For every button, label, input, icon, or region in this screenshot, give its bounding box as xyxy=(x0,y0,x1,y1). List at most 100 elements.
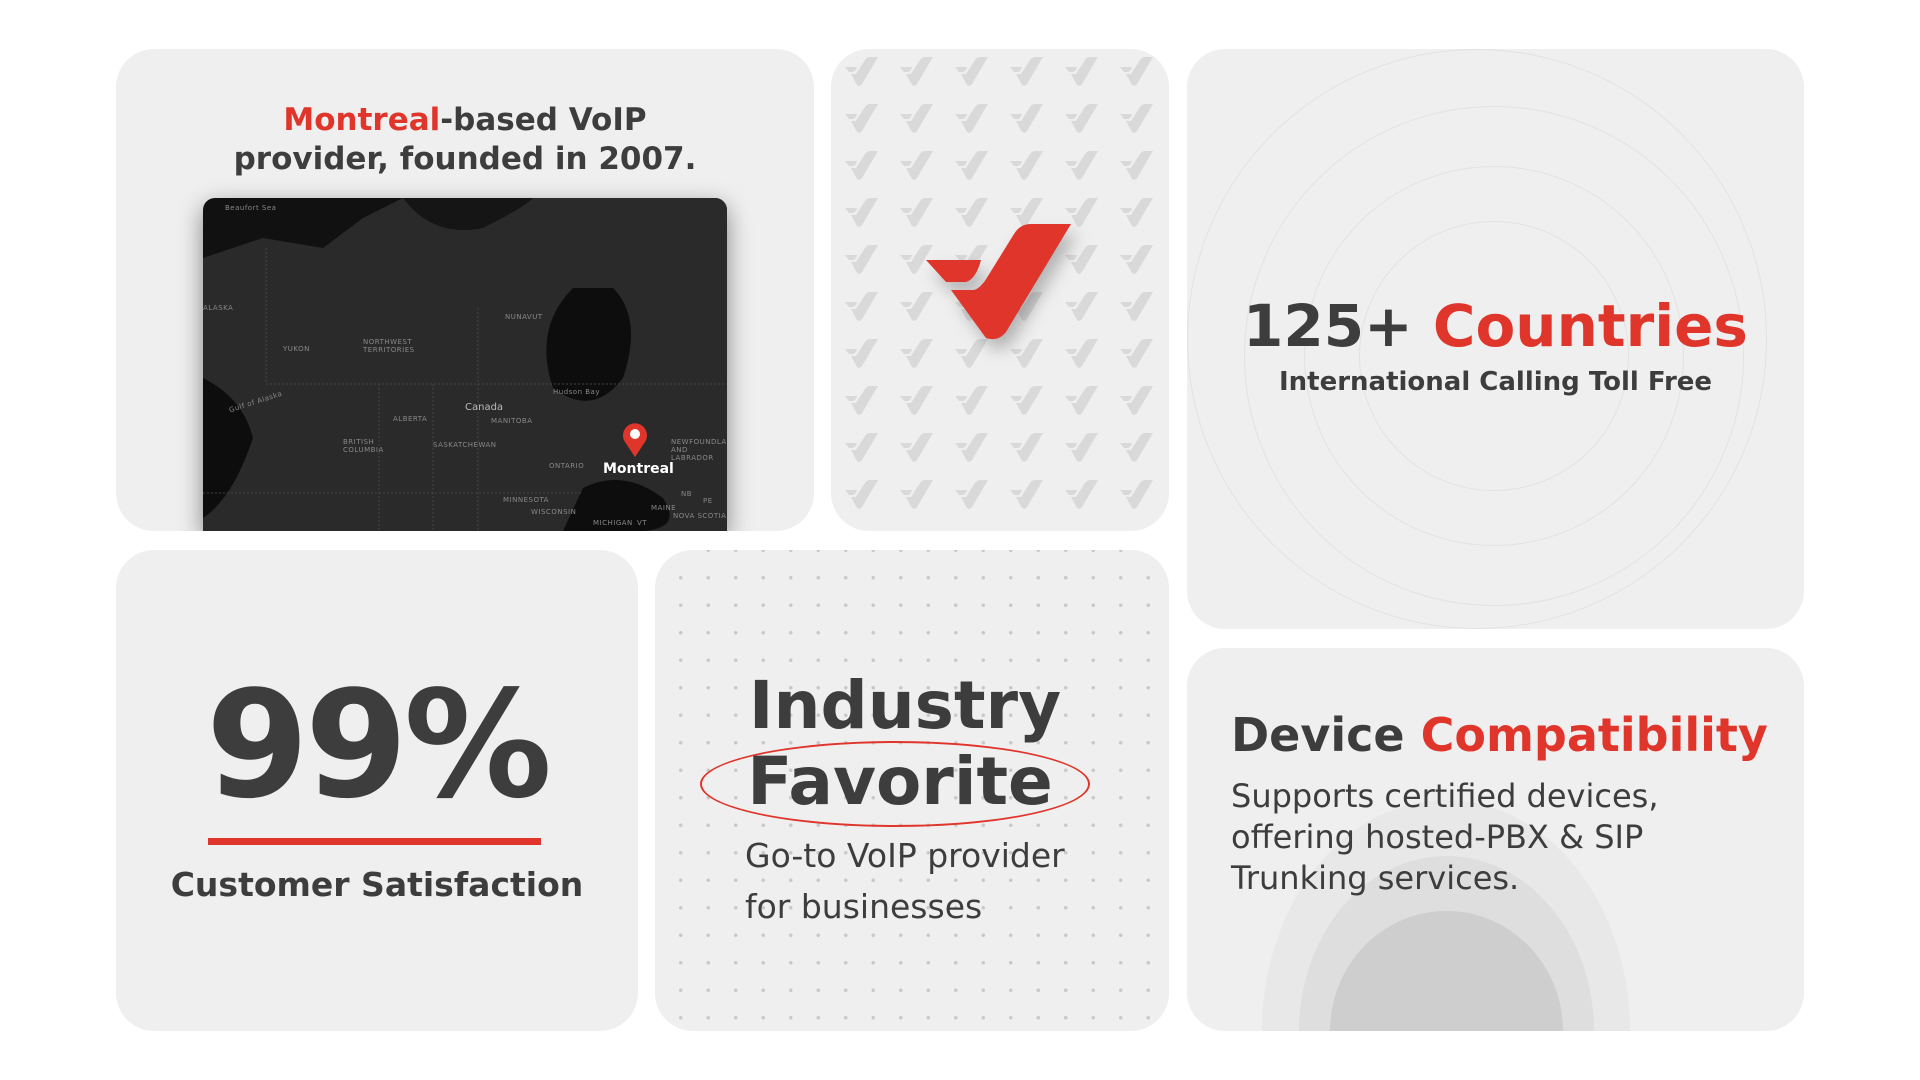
map-label: NOVA SCOTIA xyxy=(673,512,727,520)
checkmark-icon xyxy=(1065,245,1098,274)
checkmark-icon xyxy=(845,104,878,133)
countries-number: 125+ xyxy=(1243,292,1413,360)
checkmark-icon xyxy=(900,104,933,133)
map-land xyxy=(203,198,727,531)
map-label: ONTARIO xyxy=(549,462,585,470)
decorative-ring xyxy=(1359,221,1629,491)
checkmark-icon xyxy=(845,245,878,274)
checkmark-icon xyxy=(1010,57,1043,86)
map-label: NEWFOUNDLAND AND LABRADOR xyxy=(671,438,727,462)
satisfaction-card: 99% Customer Satisfaction xyxy=(116,550,638,1031)
device-title-dark: Device xyxy=(1231,708,1405,762)
map-label: YUKON xyxy=(283,345,310,353)
map-label: ALASKA xyxy=(203,304,234,312)
map-image: Beaufort Sea ALASKA YUKON NORTHWEST TERR… xyxy=(203,198,727,531)
checkmark-icon xyxy=(900,245,933,274)
map-label: MANITOBA xyxy=(491,417,533,425)
map-label: Beaufort Sea xyxy=(225,204,277,212)
map-city-label: Montreal xyxy=(603,461,674,477)
decorative-ring xyxy=(1187,49,1767,629)
title-highlight: Montreal xyxy=(283,102,441,138)
checkmark-icon xyxy=(1010,433,1043,462)
device-body-line: Supports certified devices, xyxy=(1231,777,1659,815)
checkmark-icon xyxy=(1120,480,1153,509)
checkmark-icon xyxy=(900,480,933,509)
industry-card: Industry Favorite Go-to VoIP provider fo… xyxy=(655,550,1169,1031)
title-line2: provider, founded in 2007. xyxy=(233,141,697,177)
decorative-ring xyxy=(1244,106,1744,606)
red-underline xyxy=(208,838,541,845)
checkmark-icon xyxy=(1065,480,1098,509)
map-label: PE xyxy=(703,497,713,505)
map-label: VT xyxy=(637,519,648,527)
checkmark-icon xyxy=(1120,198,1153,227)
map-country-label: Canada xyxy=(465,402,504,413)
industry-subtitle: Go-to VoIP provider for businesses xyxy=(745,830,1065,932)
map-label: SASKATCHEWAN xyxy=(433,441,497,449)
checkmark-icon xyxy=(845,292,878,321)
satisfaction-value: 99% xyxy=(205,659,552,831)
founded-card: Montreal-based VoIP provider, founded in… xyxy=(116,49,814,531)
checkmark-icon xyxy=(1065,198,1098,227)
checkmark-icon xyxy=(1120,151,1153,180)
checkmark-icon xyxy=(845,151,878,180)
checkmark-icon xyxy=(1010,480,1043,509)
logo-card xyxy=(831,49,1169,531)
checkmark-icon xyxy=(1120,433,1153,462)
checkmark-icon xyxy=(845,339,878,368)
checkmark-icon xyxy=(900,339,933,368)
checkmark-icon xyxy=(1065,433,1098,462)
checkmark-icon xyxy=(955,151,988,180)
device-title-red: Compatibility xyxy=(1420,708,1768,762)
checkmark-icon xyxy=(1010,151,1043,180)
checkmark-icon xyxy=(955,339,988,368)
checkmark-icon xyxy=(845,57,878,86)
countries-subtitle: International Calling Toll Free xyxy=(1278,367,1713,397)
countries-heading: 125+ Countries xyxy=(1187,293,1804,359)
industry-sub2: for businesses xyxy=(745,887,983,926)
founded-title: Montreal-based VoIP provider, founded in… xyxy=(116,101,814,179)
checkmark-icon xyxy=(900,292,933,321)
checkmark-icon xyxy=(1010,339,1043,368)
checkmark-icon xyxy=(900,433,933,462)
device-body-line: offering hosted-PBX & SIP xyxy=(1231,818,1644,856)
map-label: MINNESOTA xyxy=(503,496,549,504)
map-label: ALBERTA xyxy=(393,415,428,423)
map-label: MICHIGAN xyxy=(593,519,633,527)
checkmark-icon xyxy=(955,386,988,415)
checkmark-icon xyxy=(955,198,988,227)
map-label: Hudson Bay xyxy=(553,388,600,396)
checkmark-icon xyxy=(845,198,878,227)
checkmark-icon xyxy=(1120,245,1153,274)
device-card: Device Compatibility Supports certified … xyxy=(1187,648,1804,1031)
checkmark-icon xyxy=(1120,104,1153,133)
checkmark-icon xyxy=(1065,151,1098,180)
checkmark-icon xyxy=(1120,292,1153,321)
checkmark-icon xyxy=(900,386,933,415)
checkmark-icon xyxy=(1010,386,1043,415)
map-pin-icon xyxy=(623,423,647,457)
device-title: Device Compatibility xyxy=(1231,708,1768,762)
map-label: NUNAVUT xyxy=(505,313,543,321)
red-ellipse xyxy=(700,741,1090,827)
checkmark-icon xyxy=(1065,292,1098,321)
checkmark-icon xyxy=(955,57,988,86)
checkmark-icon xyxy=(1065,104,1098,133)
checkmark-icon xyxy=(845,480,878,509)
checkmark-icon xyxy=(1065,386,1098,415)
satisfaction-label: Customer Satisfaction xyxy=(170,865,584,904)
checkmark-icon xyxy=(1010,104,1043,133)
checkmark-icon xyxy=(1120,386,1153,415)
map-label: NB xyxy=(681,490,693,498)
checkmark-icon xyxy=(845,433,878,462)
checkmark-icon xyxy=(1010,198,1043,227)
checkmark-icon xyxy=(955,104,988,133)
checkmark-icon xyxy=(1120,339,1153,368)
title-rest: -based VoIP xyxy=(440,102,647,138)
checkmark-icon xyxy=(1120,57,1153,86)
checkmark-icon xyxy=(900,57,933,86)
countries-card: 125+ Countries International Calling Tol… xyxy=(1187,49,1804,629)
map-label: MAINE xyxy=(651,504,677,512)
map-label: WISCONSIN xyxy=(531,508,577,516)
device-body: Supports certified devices, offering hos… xyxy=(1231,776,1659,899)
